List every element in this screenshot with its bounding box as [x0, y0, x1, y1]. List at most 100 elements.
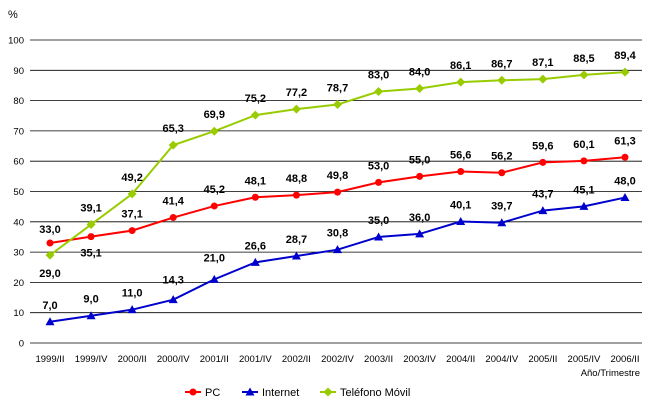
data-label-tel-fono-m-vil-13: 88,5 [573, 53, 594, 65]
x-tick-label-13: 2005/IV [568, 354, 601, 365]
x-tick-label-12: 2005/II [528, 354, 557, 365]
x-tick-label-2: 2000/II [118, 354, 147, 365]
legend-marker-internet [245, 387, 255, 396]
legend-label-pc: PC [205, 387, 220, 399]
x-tick-label-11: 2004/IV [485, 354, 518, 365]
point-internet-7 [333, 245, 342, 254]
point-internet-13 [579, 201, 589, 210]
y-tick-label-30: 30 [13, 248, 24, 259]
point-pc-2 [128, 227, 136, 235]
x-tick-label-8: 2003/II [364, 354, 393, 365]
x-tick-label-10: 2004/II [446, 354, 475, 365]
point-internet-9 [415, 229, 425, 238]
data-label-tel-fono-m-vil-0: 29,0 [39, 268, 60, 280]
point-tel-fono-m-vil-9 [415, 83, 425, 93]
y-tick-label-60: 60 [13, 157, 24, 168]
point-pc-0 [46, 239, 54, 247]
point-tel-fono-m-vil-4 [209, 126, 219, 136]
data-label-tel-fono-m-vil-14: 89,4 [614, 50, 636, 62]
point-internet-3 [168, 295, 178, 304]
data-label-internet-8: 35,0 [368, 215, 389, 227]
point-internet-10 [456, 216, 466, 225]
x-axis-label: Año/Trimestre [581, 368, 640, 379]
x-tick-label-4: 2001/II [200, 354, 229, 365]
data-label-internet-4: 21,0 [204, 252, 225, 264]
point-internet-8 [374, 232, 384, 241]
data-label-pc-8: 53,0 [368, 160, 389, 172]
point-tel-fono-m-vil-7 [333, 100, 342, 110]
x-tick-label-14: 2006/II [610, 354, 639, 365]
data-label-internet-1: 9,0 [83, 294, 98, 306]
point-pc-6 [292, 191, 300, 199]
data-label-internet-11: 39,7 [491, 201, 512, 213]
data-label-tel-fono-m-vil-2: 49,2 [121, 172, 142, 184]
point-internet-0 [45, 317, 55, 326]
x-tick-label-0: 1999/II [35, 354, 64, 365]
data-label-pc-9: 55,0 [409, 154, 430, 166]
data-label-pc-0: 33,0 [39, 224, 60, 236]
y-tick-label-0: 0 [19, 339, 24, 350]
y-tick-label-100: 100 [8, 36, 24, 47]
legend-marker-tel-fono-m-vil [323, 387, 333, 397]
point-internet-14 [620, 193, 630, 202]
data-label-internet-12: 43,7 [532, 189, 553, 201]
y-tick-label-20: 20 [13, 278, 24, 289]
legend: PC Internet Teléfono Móvil [185, 387, 410, 399]
point-tel-fono-m-vil-6 [291, 104, 301, 114]
y-tick-label-90: 90 [13, 66, 24, 77]
y-tick-label-10: 10 [13, 308, 24, 319]
point-tel-fono-m-vil-13 [579, 70, 589, 80]
point-pc-11 [498, 169, 506, 177]
data-label-pc-13: 60,1 [573, 139, 594, 151]
series-markers [45, 67, 630, 326]
point-pc-9 [416, 172, 424, 180]
data-label-internet-0: 7,0 [42, 300, 57, 312]
point-tel-fono-m-vil-3 [168, 140, 178, 150]
data-label-internet-10: 40,1 [450, 199, 471, 211]
x-axis-ticks: 1999/II 1999/IV 2000/II 2000/IV 2001/II 2001/… [35, 354, 639, 365]
point-pc-4 [210, 202, 218, 210]
y-tick-label-80: 80 [13, 96, 24, 107]
data-label-pc-10: 56,6 [450, 150, 471, 162]
point-tel-fono-m-vil-14 [620, 67, 630, 77]
data-label-pc-1: 35,1 [80, 248, 101, 260]
data-label-tel-fono-m-vil-9: 84,0 [409, 66, 430, 78]
data-label-pc-6: 48,8 [286, 173, 307, 185]
y-axis-unit: % [8, 9, 18, 21]
point-pc-8 [375, 178, 383, 186]
point-pc-13 [580, 157, 588, 165]
data-labels: 33,0 35,1 37,1 41,4 45,2 48,1 48,8 49,8 53,0 55,0… [39, 50, 636, 312]
data-label-tel-fono-m-vil-11: 86,7 [491, 58, 512, 70]
x-tick-label-1: 1999/IV [75, 354, 108, 365]
point-internet-5 [250, 257, 260, 266]
point-tel-fono-m-vil-1 [86, 220, 96, 230]
data-label-tel-fono-m-vil-1: 39,1 [80, 203, 101, 215]
point-tel-fono-m-vil-2 [127, 189, 137, 199]
x-tick-label-7: 2002/IV [321, 354, 354, 365]
data-label-tel-fono-m-vil-7: 78,7 [327, 83, 348, 95]
data-label-internet-13: 45,1 [573, 184, 594, 196]
data-label-tel-fono-m-vil-8: 83,0 [368, 70, 389, 82]
data-label-internet-2: 11,0 [122, 288, 143, 300]
point-pc-10 [457, 168, 465, 176]
x-tick-label-6: 2002/II [282, 354, 311, 365]
data-label-tel-fono-m-vil-10: 86,1 [450, 60, 471, 72]
point-pc-1 [87, 233, 95, 241]
data-label-internet-6: 28,7 [286, 234, 307, 246]
point-pc-5 [251, 193, 259, 201]
data-label-pc-14: 61,3 [614, 135, 635, 147]
data-label-pc-2: 37,1 [121, 209, 142, 221]
point-pc-7 [334, 188, 341, 196]
data-label-pc-4: 45,2 [204, 184, 225, 196]
point-tel-fono-m-vil-11 [497, 75, 507, 85]
data-label-tel-fono-m-vil-4: 69,9 [204, 109, 225, 121]
point-tel-fono-m-vil-12 [538, 74, 548, 84]
point-pc-3 [169, 214, 177, 222]
legend-marker-pc [189, 388, 197, 396]
point-internet-4 [209, 274, 219, 283]
point-tel-fono-m-vil-8 [374, 87, 384, 97]
point-tel-fono-m-vil-0 [45, 250, 55, 260]
data-label-tel-fono-m-vil-6: 77,2 [286, 87, 307, 99]
